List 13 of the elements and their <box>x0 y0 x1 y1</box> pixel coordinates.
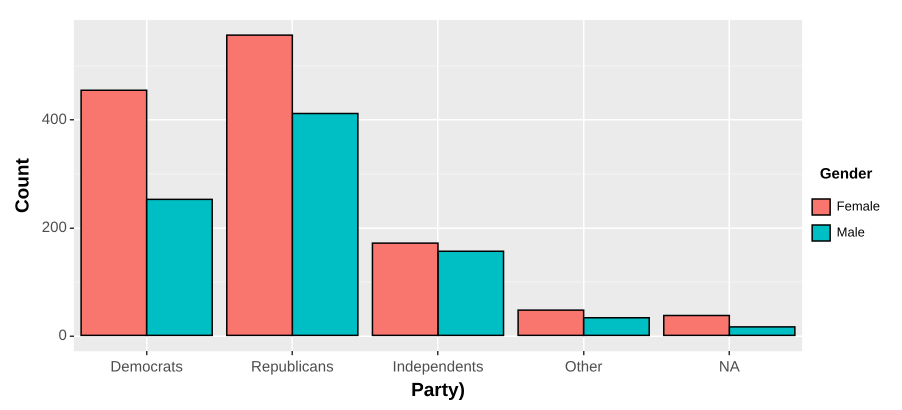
y-tick-label: 400 <box>42 111 67 128</box>
y-tick-label: 200 <box>42 219 67 236</box>
x-tick-label: NA <box>718 358 740 376</box>
x-tick-label: Other <box>564 358 602 376</box>
y-tick-label: 0 <box>58 327 67 344</box>
x-tick-label: Democrats <box>110 358 183 376</box>
legend-title: Gender <box>820 166 872 183</box>
x-tick-label: Republicans <box>251 358 334 376</box>
legend-label: Male <box>836 224 865 240</box>
legend-label: Female <box>836 198 880 214</box>
x-axis-title: Party) <box>411 380 465 401</box>
x-tick-label: Independents <box>392 358 484 376</box>
y-axis-title: Count <box>12 158 34 214</box>
